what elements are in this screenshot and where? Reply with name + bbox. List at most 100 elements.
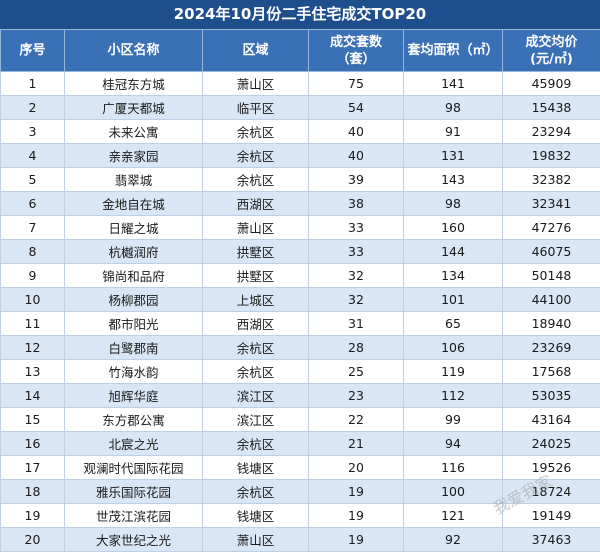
cell-price: 44100 xyxy=(503,288,600,312)
cell-community: 白鹭郡南 xyxy=(65,336,203,360)
header-price-line1: 成交均价 xyxy=(505,34,598,51)
header-price-line2: (元/㎡) xyxy=(505,51,598,68)
cell-deals: 19 xyxy=(309,504,404,528)
cell-community: 北宸之光 xyxy=(65,432,203,456)
cell-deals: 28 xyxy=(309,336,404,360)
cell-rank: 2 xyxy=(1,96,65,120)
cell-price: 32341 xyxy=(503,192,600,216)
cell-district: 拱墅区 xyxy=(203,240,309,264)
cell-area: 92 xyxy=(404,528,503,552)
cell-area: 106 xyxy=(404,336,503,360)
cell-deals: 39 xyxy=(309,168,404,192)
cell-deals: 31 xyxy=(309,312,404,336)
cell-community: 世茂江滨花园 xyxy=(65,504,203,528)
cell-rank: 8 xyxy=(1,240,65,264)
cell-community: 日耀之城 xyxy=(65,216,203,240)
cell-deals: 32 xyxy=(309,288,404,312)
cell-area: 94 xyxy=(404,432,503,456)
cell-rank: 6 xyxy=(1,192,65,216)
cell-price: 23269 xyxy=(503,336,600,360)
cell-price: 46075 xyxy=(503,240,600,264)
cell-district: 钱塘区 xyxy=(203,504,309,528)
cell-price: 32382 xyxy=(503,168,600,192)
cell-rank: 7 xyxy=(1,216,65,240)
cell-price: 45909 xyxy=(503,72,600,96)
cell-district: 余杭区 xyxy=(203,432,309,456)
cell-rank: 17 xyxy=(1,456,65,480)
cell-price: 47276 xyxy=(503,216,600,240)
cell-community: 未来公寓 xyxy=(65,120,203,144)
cell-price: 37463 xyxy=(503,528,600,552)
cell-price: 18940 xyxy=(503,312,600,336)
cell-deals: 33 xyxy=(309,216,404,240)
cell-rank: 19 xyxy=(1,504,65,528)
cell-rank: 18 xyxy=(1,480,65,504)
cell-area: 131 xyxy=(404,144,503,168)
cell-price: 19832 xyxy=(503,144,600,168)
cell-deals: 25 xyxy=(309,360,404,384)
cell-community: 都市阳光 xyxy=(65,312,203,336)
header-deals-line1: 成交套数 xyxy=(311,34,401,51)
cell-price: 17568 xyxy=(503,360,600,384)
cell-district: 西湖区 xyxy=(203,192,309,216)
cell-rank: 20 xyxy=(1,528,65,552)
cell-area: 91 xyxy=(404,120,503,144)
cell-rank: 1 xyxy=(1,72,65,96)
cell-area: 65 xyxy=(404,312,503,336)
cell-rank: 9 xyxy=(1,264,65,288)
cell-area: 100 xyxy=(404,480,503,504)
cell-deals: 40 xyxy=(309,144,404,168)
header-area: 套均面积（㎡） xyxy=(404,30,503,72)
cell-area: 160 xyxy=(404,216,503,240)
cell-community: 亲亲家园 xyxy=(65,144,203,168)
cell-community: 大家世纪之光 xyxy=(65,528,203,552)
cell-price: 50148 xyxy=(503,264,600,288)
table-title: 2024年10月份二手住宅成交TOP20 xyxy=(0,0,600,29)
cell-district: 萧山区 xyxy=(203,528,309,552)
header-community: 小区名称 xyxy=(65,30,203,72)
cell-community: 竹海水韵 xyxy=(65,360,203,384)
cell-district: 余杭区 xyxy=(203,336,309,360)
cell-area: 143 xyxy=(404,168,503,192)
cell-price: 19526 xyxy=(503,456,600,480)
cell-community: 观澜时代国际花园 xyxy=(65,456,203,480)
cell-deals: 19 xyxy=(309,480,404,504)
cell-community: 杭樾润府 xyxy=(65,240,203,264)
cell-district: 西湖区 xyxy=(203,312,309,336)
cell-deals: 19 xyxy=(309,528,404,552)
cell-deals: 23 xyxy=(309,384,404,408)
cell-district: 上城区 xyxy=(203,288,309,312)
cell-rank: 3 xyxy=(1,120,65,144)
cell-rank: 5 xyxy=(1,168,65,192)
header-deals: 成交套数 （套） xyxy=(309,30,404,72)
cell-area: 121 xyxy=(404,504,503,528)
cell-district: 拱墅区 xyxy=(203,264,309,288)
header-rank: 序号 xyxy=(1,30,65,72)
cell-community: 广厦天都城 xyxy=(65,96,203,120)
cell-area: 99 xyxy=(404,408,503,432)
cell-district: 滨江区 xyxy=(203,408,309,432)
cell-rank: 16 xyxy=(1,432,65,456)
cell-deals: 20 xyxy=(309,456,404,480)
cell-district: 萧山区 xyxy=(203,216,309,240)
cell-community: 锦尚和品府 xyxy=(65,264,203,288)
cell-deals: 22 xyxy=(309,408,404,432)
header-deals-line2: （套） xyxy=(311,51,401,68)
cell-price: 53035 xyxy=(503,384,600,408)
cell-community: 旭辉华庭 xyxy=(65,384,203,408)
cell-district: 萧山区 xyxy=(203,72,309,96)
cell-area: 112 xyxy=(404,384,503,408)
